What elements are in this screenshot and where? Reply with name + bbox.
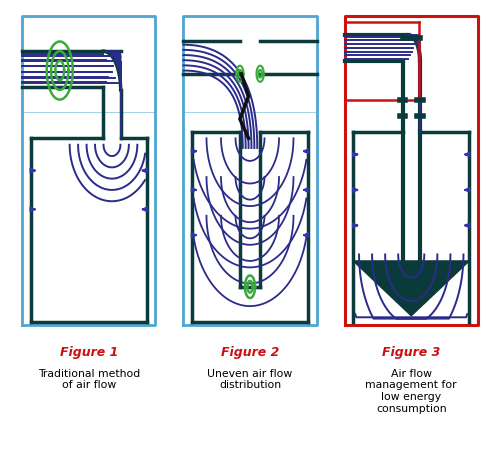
Text: Figure 3: Figure 3 xyxy=(382,346,440,359)
Text: Air flow
management for
low energy
consumption: Air flow management for low energy consu… xyxy=(366,369,457,414)
Text: Figure 1: Figure 1 xyxy=(60,346,118,359)
Text: Traditional method
of air flow: Traditional method of air flow xyxy=(38,369,140,390)
Text: Uneven air flow
distribution: Uneven air flow distribution xyxy=(208,369,292,390)
Polygon shape xyxy=(353,261,469,316)
Text: Figure 2: Figure 2 xyxy=(221,346,279,359)
